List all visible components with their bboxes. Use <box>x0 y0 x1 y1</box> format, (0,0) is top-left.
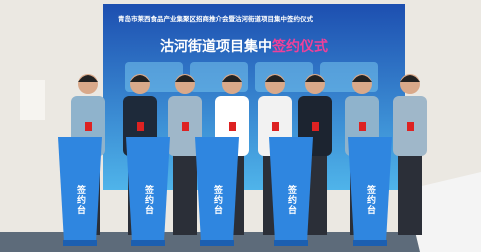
podium-label: 签约台 <box>363 185 377 215</box>
title-highlight: 签约仪式 <box>272 39 328 55</box>
legs <box>398 150 422 235</box>
podium-base <box>63 240 97 246</box>
lanyard-badge <box>137 122 144 131</box>
legs <box>173 150 197 235</box>
lanyard-badge <box>359 122 366 131</box>
lanyard-badge <box>407 122 414 131</box>
photo: 青岛市莱西食品产业集聚区招商推介会暨沽河街道项目集中签约仪式 沽河街道项目集中签… <box>0 0 481 252</box>
wall-panel <box>20 80 45 120</box>
podium-base <box>131 240 165 246</box>
podium-label: 签约台 <box>210 185 224 215</box>
screen-header: 青岛市莱西食品产业集聚区招商推介会暨沽河街道项目集中签约仪式 <box>118 13 408 23</box>
podium-label: 签约台 <box>141 185 155 215</box>
podium-label: 签约台 <box>73 185 87 215</box>
screen-title: 沽河街道项目集中签约仪式 <box>160 36 328 56</box>
podium-base <box>353 240 387 246</box>
podium-base <box>274 240 308 246</box>
lanyard-badge <box>229 122 236 131</box>
podium-label: 签约台 <box>284 185 298 215</box>
lanyard-badge <box>312 122 319 131</box>
title-main: 沽河街道项目集中 <box>160 39 272 55</box>
lanyard-badge <box>272 122 279 131</box>
lanyard-badge <box>85 122 92 131</box>
lanyard-badge <box>182 122 189 131</box>
podium-base <box>200 240 234 246</box>
